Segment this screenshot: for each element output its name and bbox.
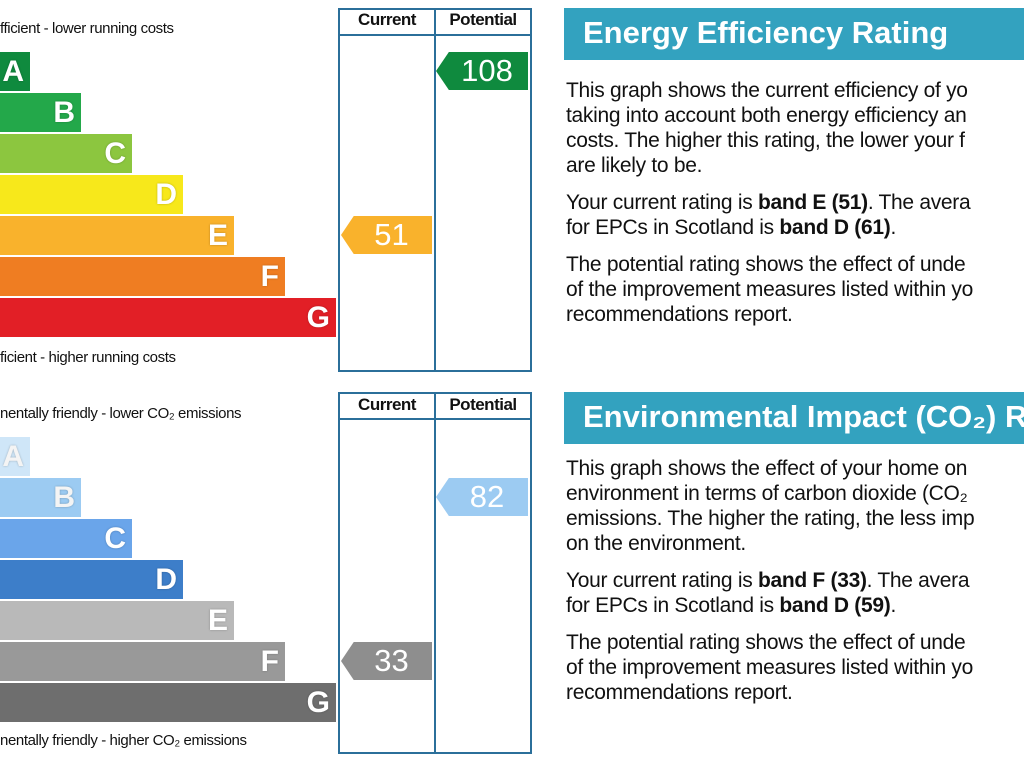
chart-divider (434, 392, 436, 754)
text-run: . The avera (867, 191, 971, 214)
energy-efficiency-panel: Energy Efficiency Rating This graph show… (564, 8, 1024, 339)
current-rating-paragraph: Your current rating is band E (51). The … (566, 190, 1024, 240)
text-line: of the improvement measures listed withi… (566, 656, 973, 679)
text-line: are likely to be. (566, 154, 703, 177)
band-g: G (0, 683, 336, 722)
text-line: recommendations report. (566, 303, 793, 326)
bottom-caption: nentally friendly - higher CO₂ emissions (0, 732, 247, 749)
potential-rating-paragraph: The potential rating shows the effect of… (566, 630, 1024, 705)
text-line: This graph shows the current efficiency … (566, 79, 968, 102)
current-column-header: Current (358, 395, 416, 414)
top-caption: fficient - lower running costs (0, 20, 174, 37)
chart-divider (530, 392, 532, 754)
current-column-header: Current (358, 10, 416, 29)
band-a: A (0, 52, 30, 91)
band-d: D (0, 560, 183, 599)
current-band-text: band E (51) (757, 191, 868, 214)
band-a: A (0, 437, 30, 476)
chart-divider (338, 8, 532, 10)
chart-divider (338, 34, 532, 36)
potential-rating-paragraph: The potential rating shows the effect of… (566, 252, 1024, 327)
text-line: recommendations report. (566, 681, 793, 704)
band-d: D (0, 175, 183, 214)
text-line: taking into account both energy efficien… (566, 104, 967, 127)
band-c: C (0, 519, 132, 558)
average-band-text: band D (59) (779, 594, 891, 617)
current-rating-marker: 51 (341, 216, 432, 254)
potential-column-header: Potential (449, 10, 517, 29)
environmental-impact-panel: Environmental Impact (CO₂) R This graph … (564, 392, 1024, 717)
chart-divider (338, 370, 532, 372)
chart-divider (530, 8, 532, 372)
band-g: G (0, 298, 336, 337)
text-line: costs. The higher this rating, the lower… (566, 129, 965, 152)
chart-divider (338, 392, 340, 754)
text-line: environment in terms of carbon dioxide (… (566, 482, 968, 505)
text-run: . (890, 594, 896, 617)
text-run: for EPCs in Scotland is (566, 216, 780, 239)
text-line: The potential rating shows the effect of… (566, 631, 966, 654)
potential-column-header: Potential (449, 395, 517, 414)
band-b: B (0, 478, 81, 517)
chart-divider (434, 8, 436, 372)
band-f: F (0, 257, 285, 296)
current-rating-paragraph: Your current rating is band F (33). The … (566, 568, 1024, 618)
panel-title: Environmental Impact (CO₂) R (564, 392, 1024, 444)
text-run: Your current rating is (566, 569, 758, 592)
chart-divider (338, 392, 532, 394)
description-paragraph: This graph shows the effect of your home… (566, 456, 1024, 556)
average-band-text: band D (61) (779, 216, 891, 239)
text-run: . The avera (866, 569, 970, 592)
band-c: C (0, 134, 132, 173)
band-b: B (0, 93, 81, 132)
band-f: F (0, 642, 285, 681)
chart-divider (338, 752, 532, 754)
panel-title: Energy Efficiency Rating (564, 8, 1024, 60)
text-line: The potential rating shows the effect of… (566, 253, 966, 276)
chart-divider (338, 8, 340, 372)
top-caption: nentally friendly - lower CO₂ emissions (0, 405, 242, 422)
chart-divider (338, 418, 532, 420)
band-e: E (0, 601, 234, 640)
text-run: . (890, 216, 896, 239)
text-line: This graph shows the effect of your home… (566, 457, 968, 480)
current-band-text: band F (33) (757, 569, 867, 592)
text-line: emissions. The higher the rating, the le… (566, 507, 975, 530)
bottom-caption: ficient - higher running costs (0, 349, 176, 366)
description-paragraph: This graph shows the current efficiency … (566, 78, 1024, 178)
text-run: for EPCs in Scotland is (566, 594, 780, 617)
text-run: Your current rating is (566, 191, 758, 214)
text-line: on the environment. (566, 532, 746, 555)
energy-efficiency-chart: Current Potential fficient - lower runni… (0, 0, 534, 372)
potential-rating-marker: 108 (436, 52, 528, 90)
text-line: of the improvement measures listed withi… (566, 278, 973, 301)
band-e: E (0, 216, 234, 255)
potential-rating-marker: 82 (436, 478, 528, 516)
current-rating-marker: 33 (341, 642, 432, 680)
environmental-impact-chart: Current Potential nentally friendly - lo… (0, 386, 534, 754)
